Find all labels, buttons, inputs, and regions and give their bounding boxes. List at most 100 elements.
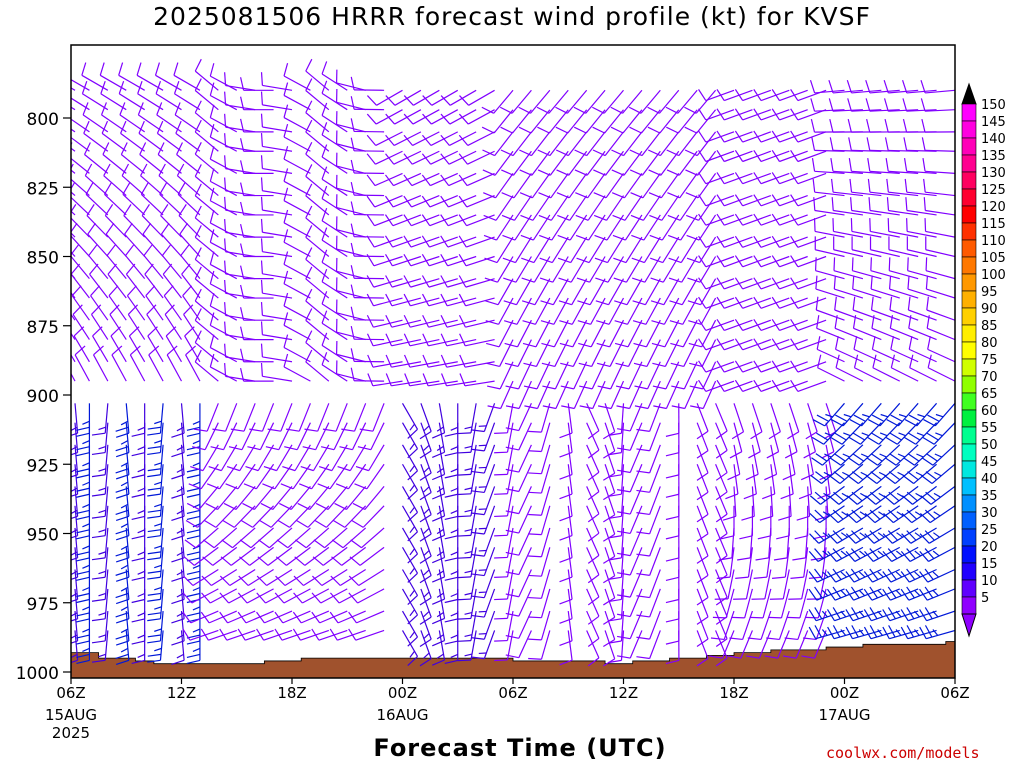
wind-barb (536, 89, 569, 114)
wind-barb (828, 98, 863, 112)
wind-barb (904, 178, 937, 197)
wind-barb (768, 588, 790, 619)
colorbar-label: 40 (981, 472, 998, 487)
wind-barb (716, 213, 753, 226)
wind-barb (528, 588, 551, 619)
wind-barb (71, 222, 90, 257)
wind-barb (457, 464, 477, 496)
wind-barb (926, 296, 955, 321)
wind-barb (459, 89, 495, 106)
wind-barb (716, 277, 753, 290)
wind-barb (166, 345, 183, 382)
wind-barb (524, 380, 551, 410)
wind-barb (421, 235, 458, 248)
wind-barb (665, 630, 680, 665)
colorbar-label: 120 (981, 200, 1006, 215)
wind-barb (185, 345, 201, 382)
colorbar-label: 145 (981, 115, 1006, 130)
wind-barb (350, 367, 385, 382)
wind-barb (440, 275, 477, 288)
wind-barb (100, 80, 127, 111)
colorbar-label: 115 (981, 217, 1006, 232)
wind-barb (611, 150, 643, 176)
wind-barb (698, 318, 735, 332)
wind-barb (753, 255, 790, 268)
wind-barb (597, 380, 625, 410)
wind-barb (753, 130, 790, 143)
wind-barb (209, 209, 238, 238)
wind-barb (628, 89, 661, 114)
wind-barb (907, 257, 937, 280)
wind-barb (259, 505, 293, 528)
wind-barb (179, 222, 201, 257)
wind-barb (180, 244, 201, 280)
wind-barb (636, 588, 661, 618)
wind-barb (283, 270, 311, 299)
y-tick-label: 925 (27, 456, 59, 476)
wind-barb (131, 403, 146, 437)
wind-barb (831, 197, 864, 216)
y-tick-label: 900 (27, 387, 59, 407)
wind-barb (586, 444, 600, 481)
wind-barb (771, 255, 808, 268)
wind-barb (164, 304, 183, 340)
wind-barb (851, 257, 882, 280)
wind-barb (715, 403, 728, 440)
wind-barb (71, 353, 76, 363)
wind-barb (790, 149, 827, 163)
wind-barb (177, 182, 201, 216)
wind-barb (686, 195, 717, 221)
wind-barb (178, 204, 201, 238)
y-tick-label: 950 (27, 526, 59, 546)
wind-barb (617, 630, 643, 659)
wind-barb (786, 588, 809, 619)
wind-barb (829, 118, 863, 133)
wind-barb (556, 173, 588, 199)
wind-barb (528, 569, 551, 599)
wind-barb (665, 464, 680, 498)
wind-barb (351, 505, 385, 528)
wind-barb (222, 505, 256, 528)
wind-barb (84, 163, 109, 197)
wind-barb (716, 360, 753, 373)
wind-barb (265, 422, 293, 451)
wind-barb (811, 158, 845, 174)
wind-barb (903, 422, 938, 445)
wind-barb (771, 235, 808, 248)
wind-barb (224, 91, 256, 111)
colorbar-bottom-cap (961, 613, 977, 638)
wind-barb (828, 485, 864, 505)
wind-barb (249, 403, 275, 432)
wind-barb (927, 354, 955, 382)
wind-barb (592, 131, 624, 157)
wind-barb (734, 213, 772, 226)
wind-barb (432, 403, 446, 439)
wind-barb (256, 588, 293, 604)
wind-barb (636, 630, 661, 660)
colorbar-swatch (961, 205, 977, 224)
wind-barb (331, 546, 367, 566)
colorbar-label: 130 (981, 166, 1006, 181)
wind-barb (102, 142, 127, 174)
wind-barb (792, 527, 809, 561)
wind-barb (505, 505, 532, 534)
wind-barb (746, 630, 772, 659)
wind-barb (385, 333, 422, 347)
wind-barb (350, 201, 385, 216)
wind-barb (528, 610, 551, 641)
wind-barb (925, 257, 955, 280)
wind-barb (71, 204, 90, 238)
wind-barb (193, 403, 219, 432)
wind-barb (385, 254, 422, 267)
wind-barb (186, 486, 219, 510)
wind-barb (771, 360, 808, 373)
wind-barb (505, 630, 532, 659)
wind-barb (313, 527, 348, 549)
wind-barb (579, 361, 606, 390)
wind-barb (471, 422, 496, 452)
wind-barb (737, 527, 754, 561)
wind-barb (886, 402, 919, 427)
wind-barb (753, 379, 790, 392)
wind-barb (145, 285, 164, 321)
wind-barb (771, 172, 808, 185)
